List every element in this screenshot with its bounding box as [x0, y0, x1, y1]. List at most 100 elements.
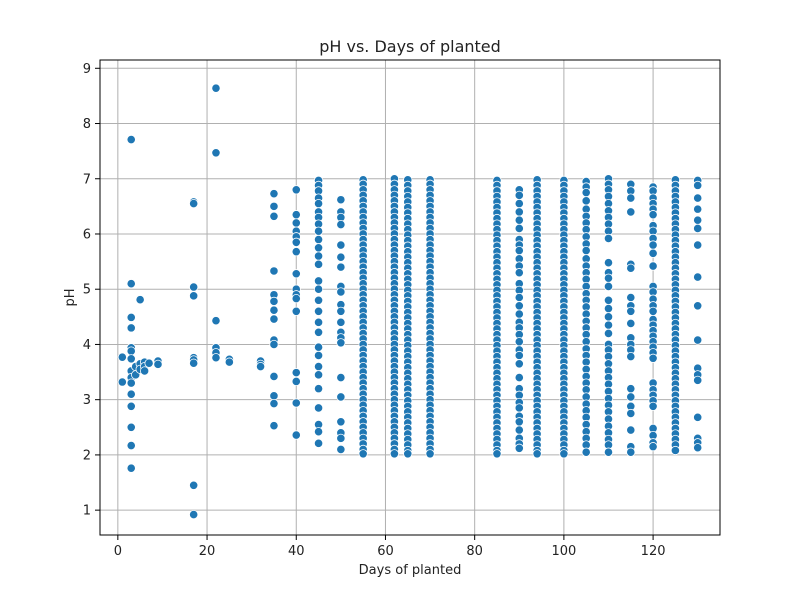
data-point [648, 261, 658, 271]
data-point [126, 323, 136, 333]
data-point [514, 199, 524, 209]
data-point [581, 187, 591, 198]
data-point [581, 196, 591, 206]
x-tick-label: 120 [641, 544, 666, 559]
data-point [269, 391, 279, 401]
data-point [313, 361, 324, 372]
data-point [603, 295, 614, 305]
data-point [291, 247, 301, 257]
y-tick-label: 8 [83, 117, 91, 132]
y-tick-label: 2 [83, 448, 91, 463]
data-point [514, 350, 524, 361]
data-point [514, 425, 524, 435]
y-ticks: 1 2 3 4 5 6 7 8 9 [83, 62, 100, 519]
data-point [291, 269, 301, 279]
data-point [693, 240, 703, 250]
data-point [648, 248, 658, 258]
data-point [514, 359, 524, 369]
data-point [126, 401, 136, 411]
data-point [603, 312, 614, 322]
data-point [626, 207, 636, 217]
data-point [693, 272, 703, 282]
data-point [117, 377, 127, 387]
data-point [425, 449, 435, 459]
data-point [626, 384, 636, 394]
data-point [189, 291, 199, 301]
data-point [313, 251, 324, 261]
y-tick-label: 7 [83, 172, 91, 187]
data-point [693, 204, 703, 214]
data-point [336, 444, 346, 454]
data-point [126, 463, 136, 473]
data-point [336, 417, 346, 427]
data-point [532, 449, 542, 459]
y-tick-label: 4 [83, 338, 91, 353]
data-point [313, 350, 324, 361]
data-point [514, 403, 524, 413]
data-point [291, 210, 301, 220]
data-point [514, 309, 524, 319]
data-point [269, 339, 279, 350]
data-point [648, 240, 658, 250]
data-point [603, 303, 614, 314]
data-point [126, 134, 136, 145]
data-point [291, 430, 301, 440]
data-point [313, 234, 324, 245]
data-point [291, 185, 301, 195]
data-point [211, 316, 221, 326]
chart-title: pH vs. Days of planted [319, 37, 501, 56]
data-point [269, 421, 279, 431]
data-point [269, 211, 279, 221]
data-point [358, 449, 368, 459]
y-axis-label: pH [63, 288, 78, 306]
data-point [140, 366, 150, 376]
data-point [693, 375, 703, 385]
data-point [313, 306, 324, 316]
data-point [269, 371, 279, 382]
data-point [313, 427, 324, 437]
data-point [693, 223, 703, 234]
data-point [255, 361, 266, 372]
data-point [648, 401, 658, 411]
data-point [313, 327, 324, 337]
data-point [693, 193, 703, 203]
data-point [117, 352, 127, 362]
data-point [693, 215, 703, 225]
data-point [269, 266, 279, 276]
data-point [336, 262, 346, 272]
data-point [626, 306, 636, 316]
data-point [269, 189, 279, 199]
data-point [514, 207, 524, 217]
data-point [626, 318, 636, 329]
data-point [389, 449, 399, 459]
data-point [126, 279, 136, 289]
data-point [211, 83, 221, 93]
data-point [313, 342, 324, 352]
data-point [313, 259, 324, 269]
x-tick-label: 80 [466, 544, 483, 559]
y-tick-label: 5 [83, 283, 91, 298]
data-point [581, 447, 591, 457]
data-point [514, 190, 524, 200]
x-tick-label: 60 [377, 544, 394, 559]
data-point [648, 210, 658, 220]
data-point [514, 245, 524, 256]
data-point [626, 263, 636, 273]
data-point [648, 442, 658, 452]
x-axis-label: Days of planted [359, 563, 462, 578]
data-point [211, 148, 221, 158]
data-point [313, 384, 324, 394]
data-point [603, 447, 614, 457]
data-point [224, 357, 234, 367]
data-point [693, 335, 703, 345]
data-point [514, 372, 524, 383]
data-point [670, 445, 680, 456]
data-point [603, 233, 614, 244]
data-point [336, 195, 346, 205]
data-point [313, 243, 324, 253]
data-point [126, 440, 136, 451]
data-point [189, 282, 199, 292]
data-point [336, 252, 346, 262]
data-point [403, 449, 413, 459]
